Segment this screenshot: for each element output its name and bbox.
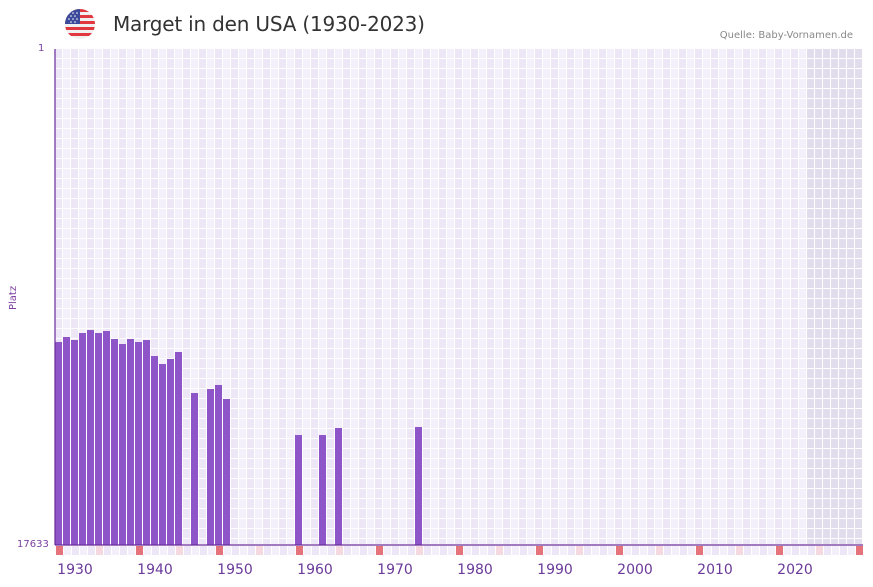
bar-1943 [175,351,182,545]
x-tick-1980: 1980 [457,562,493,578]
bar-1949 [223,399,230,545]
bar-1939 [143,340,150,545]
bar-1958 [295,435,302,545]
x-tick-1950: 1950 [217,562,253,578]
bar-1941 [159,364,166,545]
bars [55,329,422,545]
x-tick-1930: 1930 [57,562,93,578]
bar-1961 [319,435,326,545]
usa-flag-icon [65,9,95,39]
bar-1963 [335,428,342,545]
bar-1931 [79,333,86,545]
bar-1938 [135,342,142,545]
x-tick-2020: 2020 [777,562,813,578]
source-label: Quelle: Baby-Vornamen.de [719,30,853,41]
bar-1934 [103,331,110,545]
x-tick-2010: 2010 [697,562,733,578]
bar-1945 [191,393,198,545]
y-tick-bottom: 17633 [17,539,49,550]
bar-1940 [151,356,158,545]
bar-1929 [63,337,70,545]
y-tick-top: 1 [38,43,45,54]
bar-1942 [167,359,174,545]
bar-1933 [95,333,102,545]
x-tick-1960: 1960 [297,562,333,578]
bar-1948 [215,384,222,545]
bar-1947 [207,389,214,545]
x-tick-1970: 1970 [377,562,413,578]
bar-1937 [127,338,134,545]
x-tick-1940: 1940 [137,562,173,578]
bar-1973 [415,426,422,545]
x-tick-2000: 2000 [617,562,653,578]
bar-1930 [71,340,78,545]
chart-title: Marget in den USA (1930-2023) [113,12,425,36]
bar-1935 [111,338,118,545]
decade-markers [56,546,863,555]
bar-1932 [87,329,94,545]
x-tick-1990: 1990 [537,562,573,578]
bar-1936 [119,344,126,545]
bar-1928 [55,342,62,545]
